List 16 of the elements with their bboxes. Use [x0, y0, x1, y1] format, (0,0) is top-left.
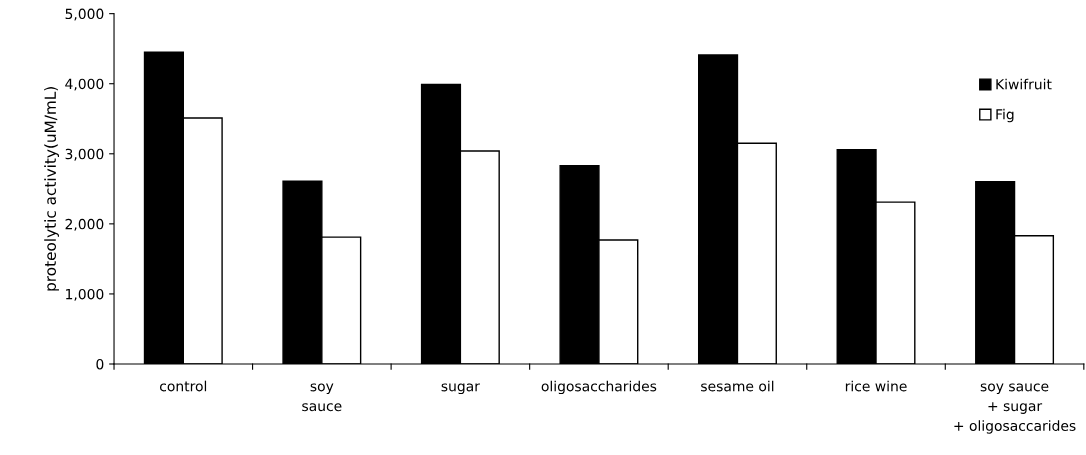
- y-tick-label: 2,000: [65, 218, 104, 231]
- x-tick-label: rice wine: [845, 380, 907, 392]
- x-tick-label: soy sauce: [302, 383, 342, 412]
- y-tick-label: 0: [96, 358, 104, 370]
- y-tick-label: 4,000: [65, 78, 104, 91]
- legend-label: Fig: [996, 108, 1014, 123]
- y-axis-title: proteolytic activity(uM/mL): [44, 87, 59, 291]
- y-tick-label: 5,000: [65, 8, 104, 21]
- x-tick-label: control: [160, 380, 207, 392]
- y-tick-label: 1,000: [66, 288, 104, 301]
- x-tick-label: sesame oil: [701, 380, 774, 392]
- legend-label: Kiwifruit: [996, 78, 1052, 90]
- x-tick-label: sugar: [441, 383, 480, 395]
- x-tick-label: oligosaccharides: [541, 380, 657, 395]
- x-tick-label: soy sauce + sugar + oligosaccarides: [954, 383, 1076, 434]
- y-tick-label: 3,000: [65, 148, 104, 161]
